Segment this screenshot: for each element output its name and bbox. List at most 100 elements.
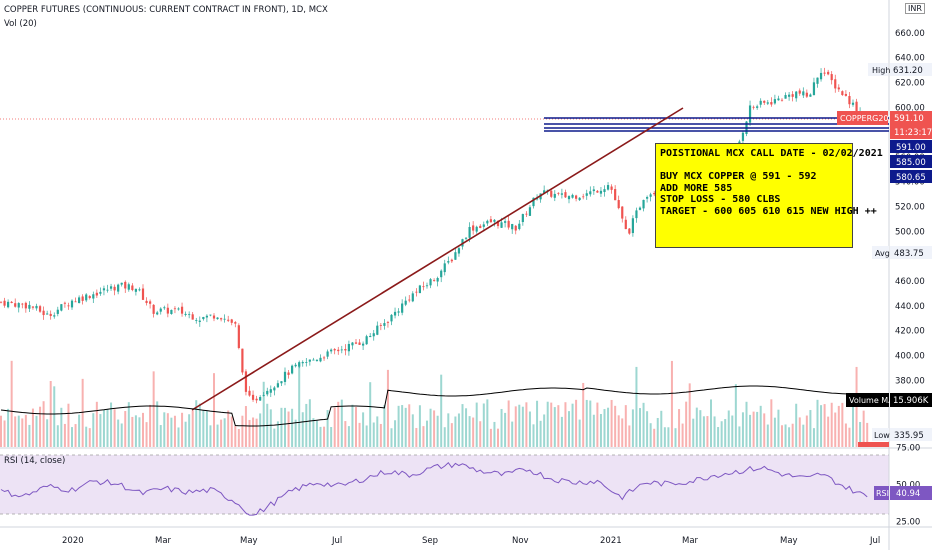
- volume-bar: [557, 405, 560, 447]
- volume-bar: [621, 418, 624, 447]
- volume-bar: [493, 421, 496, 447]
- candle: [404, 300, 407, 305]
- volume-bar: [426, 420, 428, 447]
- currency-button[interactable]: INR: [905, 3, 925, 14]
- candle: [230, 319, 233, 323]
- volume-bar: [259, 413, 262, 447]
- volume-bar: [433, 410, 436, 447]
- candle: [763, 100, 766, 103]
- volume-bar: [195, 400, 198, 447]
- candle: [354, 342, 358, 344]
- volume-bar: [752, 411, 755, 447]
- time-axis-ticks: 2020 Mar May Jul Sep Nov 2021 Mar May Jul: [62, 536, 880, 546]
- candle: [418, 285, 421, 294]
- volume-bar: [411, 414, 414, 447]
- candle: [635, 210, 638, 219]
- volume-bar: [74, 424, 77, 447]
- volume-bar: [692, 418, 695, 447]
- volume-bar: [85, 426, 88, 447]
- time-tick-label: Jul: [869, 536, 880, 546]
- volume-bar: [394, 420, 397, 447]
- candle: [500, 222, 503, 228]
- volume-bar: [113, 409, 116, 447]
- volume-bar: [710, 399, 712, 447]
- volume-bar: [695, 407, 698, 447]
- volume-bar: [805, 415, 808, 447]
- volume-bar: [866, 422, 869, 447]
- volume-bar: [372, 422, 375, 447]
- volume-bar: [71, 427, 73, 447]
- volume-bar: [241, 415, 244, 447]
- candle: [614, 189, 617, 201]
- candle: [528, 207, 532, 216]
- volume-bar: [848, 427, 851, 447]
- volume-bar: [678, 409, 681, 447]
- volume-bar: [685, 401, 688, 447]
- candle: [152, 304, 155, 314]
- candle: [429, 279, 432, 286]
- volume-bar: [202, 410, 205, 447]
- candle: [596, 190, 599, 193]
- candle: [42, 310, 45, 316]
- volume-bar: [820, 405, 823, 447]
- trade-call-note[interactable]: POISTIONAL MCX CALL DATE - 02/02/2021 BU…: [655, 143, 883, 248]
- candle: [741, 132, 745, 141]
- candle: [575, 195, 578, 199]
- candle: [599, 190, 603, 194]
- trendline[interactable]: [191, 107, 684, 411]
- rsi-legend[interactable]: RSI (14, close): [4, 456, 66, 466]
- candle: [244, 371, 248, 392]
- volume-bar: [727, 410, 730, 447]
- volume-legend[interactable]: Vol (20): [4, 19, 37, 29]
- candle: [844, 93, 847, 96]
- volume-bar: [379, 423, 382, 447]
- volume-bar: [397, 405, 400, 447]
- volume-bar: [305, 403, 308, 447]
- volume-bar: [461, 404, 464, 447]
- volume-bar: [642, 402, 645, 447]
- candle: [138, 289, 141, 291]
- candle: [390, 314, 393, 322]
- volume-bar: [308, 399, 311, 447]
- volume-bar: [468, 416, 471, 447]
- candle: [756, 106, 759, 108]
- volume-bar: [298, 364, 301, 447]
- volume-bar: [131, 416, 134, 447]
- candle: [280, 381, 283, 384]
- volume-bar: [351, 404, 354, 447]
- candle: [582, 196, 585, 198]
- candle: [777, 98, 780, 101]
- candle: [589, 191, 592, 195]
- volume-bar: [358, 422, 361, 447]
- volume-bar: [631, 409, 634, 447]
- volume-bar: [248, 419, 251, 447]
- volume-bar: [3, 420, 6, 447]
- volume-bar: [667, 427, 670, 447]
- chart-title[interactable]: COPPER FUTURES (CONTINUOUS: CURRENT CONT…: [4, 5, 328, 15]
- candle: [308, 359, 311, 362]
- svg-text:Low: Low: [874, 431, 890, 440]
- volume-bar: [589, 400, 592, 447]
- candle: [262, 395, 265, 396]
- volume-bar: [237, 428, 240, 447]
- candle: [532, 197, 535, 207]
- volume-bar: [216, 424, 219, 447]
- candle: [766, 102, 769, 104]
- volume-bar: [46, 419, 49, 447]
- volume-bar: [646, 411, 649, 447]
- volume-bar: [276, 421, 279, 447]
- volume-bar: [294, 419, 297, 447]
- candle: [514, 225, 517, 231]
- volume-bar: [198, 403, 201, 447]
- volume-bar: [301, 412, 304, 447]
- candle: [159, 308, 162, 312]
- candle: [10, 301, 13, 303]
- candle: [425, 285, 429, 287]
- volume-bar: [798, 417, 801, 447]
- volume-bar: [578, 419, 581, 447]
- candle: [173, 308, 177, 310]
- volume-bar: [504, 412, 507, 447]
- volume-bar: [859, 421, 862, 447]
- volume-bar: [280, 407, 283, 447]
